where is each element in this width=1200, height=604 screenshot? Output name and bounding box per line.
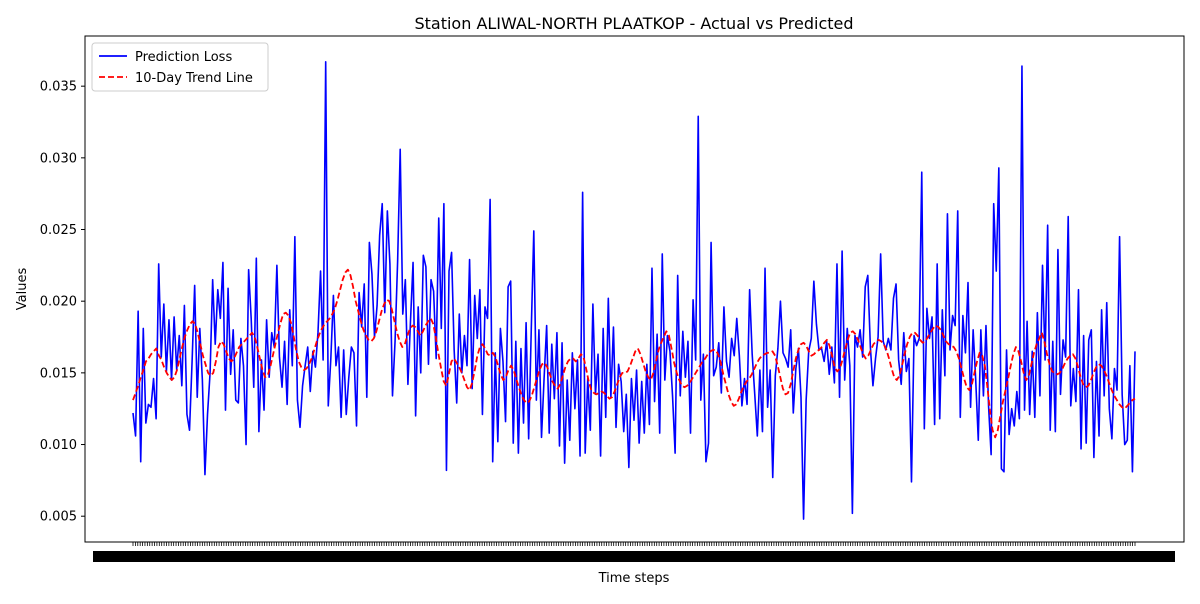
y-tick-label: 0.035 <box>40 80 77 95</box>
y-tick-label: 0.030 <box>40 151 77 166</box>
legend-box <box>91 42 269 92</box>
y-tick-label: 0.005 <box>40 510 77 525</box>
series-line-prediction-loss <box>132 60 1136 520</box>
x-axis-label: Time steps <box>598 571 670 586</box>
series-line-trend-line <box>132 268 1136 439</box>
y-tick-label: 0.015 <box>40 366 77 381</box>
legend-label-prediction-loss: Prediction Loss <box>135 50 232 65</box>
x-tick-label-band <box>93 551 1175 562</box>
plot-frame <box>84 35 1185 543</box>
chart-title: Station ALIWAL-NORTH PLAATKOP - Actual v… <box>414 14 853 33</box>
x-ticks <box>93 542 1175 562</box>
series-layer <box>132 60 1136 520</box>
legend-label-trend-line: 10-Day Trend Line <box>135 71 253 86</box>
y-tick-label: 0.025 <box>40 223 77 238</box>
y-tick-label: 0.010 <box>40 438 77 453</box>
y-axis-label: Values <box>15 268 30 311</box>
legend: Prediction Loss 10-Day Trend Line <box>91 42 269 92</box>
y-tick-label: 0.020 <box>40 295 77 310</box>
y-ticks: 0.005 0.010 0.015 0.020 0.025 0.030 0.035 <box>40 80 85 525</box>
